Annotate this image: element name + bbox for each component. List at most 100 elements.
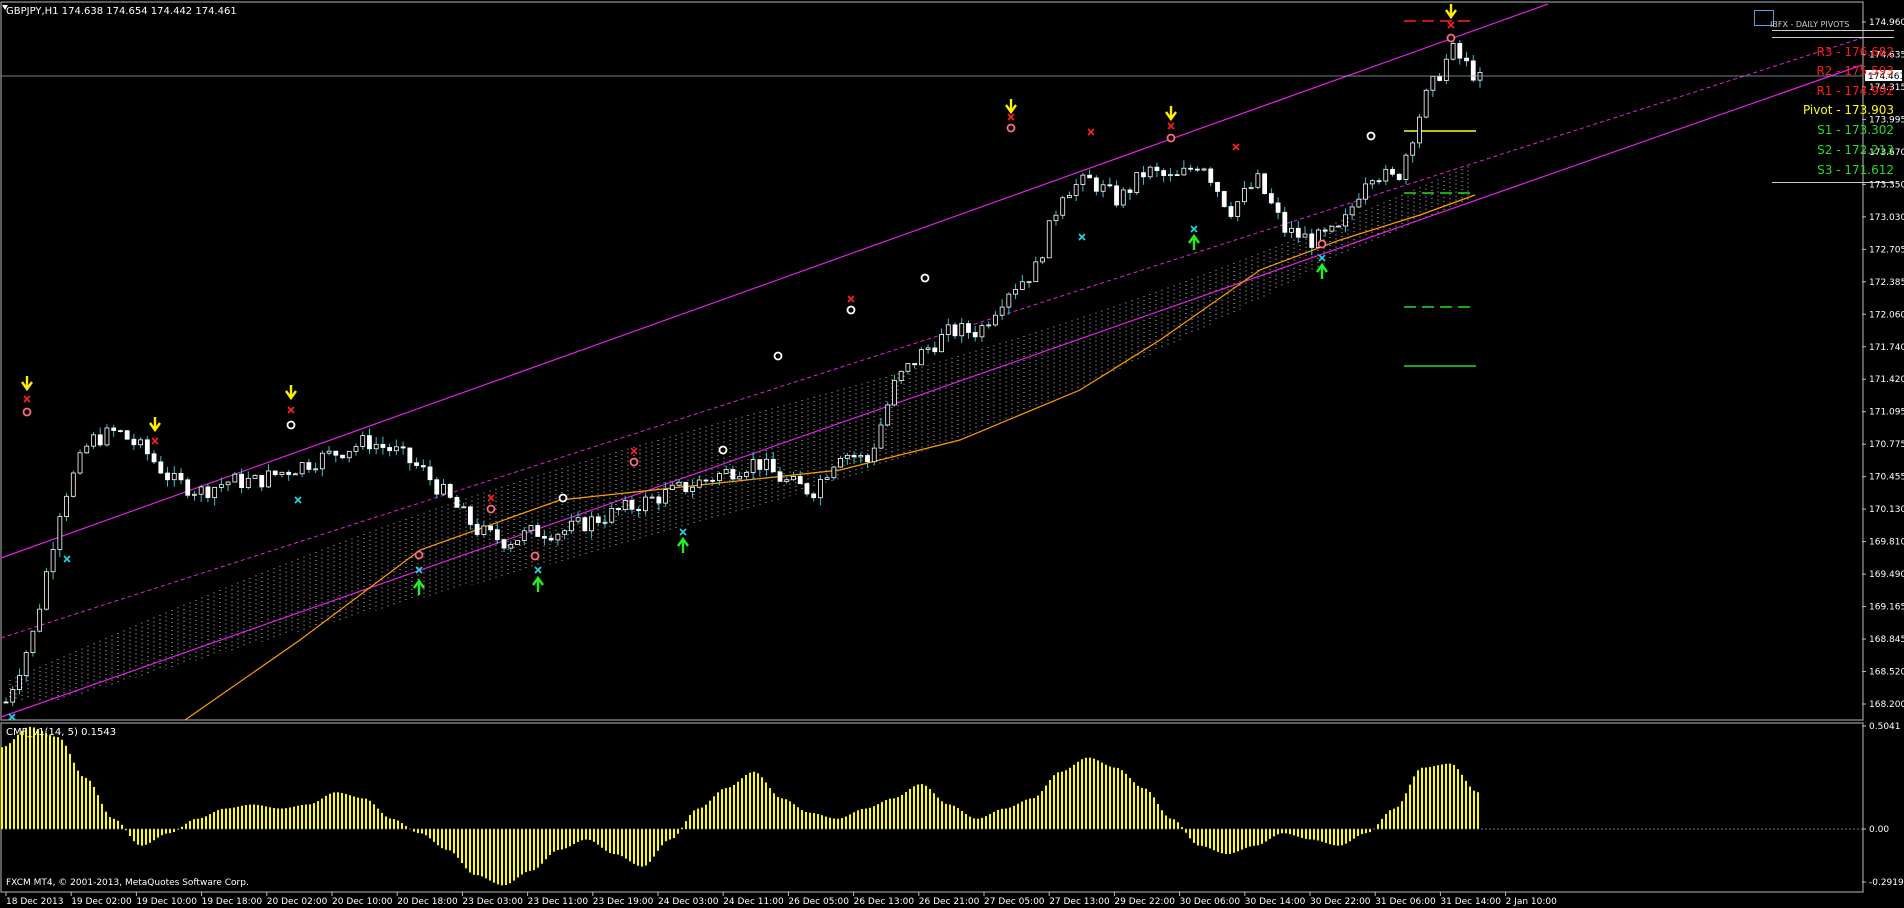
- sell-cross-icon: [487, 494, 495, 502]
- candle-down: [616, 507, 621, 511]
- price-tick-label: 173.670: [1869, 148, 1904, 158]
- pivot-main: Pivot - 173.903: [1802, 103, 1894, 117]
- candle-up: [1134, 172, 1140, 193]
- time-tick-label: 26 Dec 21:00: [919, 897, 980, 907]
- candle-up: [602, 521, 608, 524]
- candle-up: [1450, 43, 1456, 60]
- candle-up: [515, 540, 520, 545]
- candle-up: [1302, 233, 1308, 238]
- candle-down: [710, 479, 716, 482]
- candle-down: [851, 454, 857, 458]
- fractal-circle-icon: [773, 351, 783, 361]
- candle-down: [1262, 173, 1268, 194]
- candle-down: [1188, 167, 1193, 170]
- candle-up: [824, 477, 830, 480]
- candle-down: [97, 434, 103, 446]
- candle-up: [50, 549, 56, 573]
- candle-up: [1417, 116, 1422, 144]
- channel-middle: [0, 37, 1863, 639]
- candle-up: [939, 334, 944, 353]
- cmf-tick-label: 0.5041: [1869, 722, 1901, 732]
- candle-up: [1443, 58, 1449, 81]
- regression-channel: [0, 3, 1863, 718]
- up-arrow-icon: [677, 536, 689, 553]
- down-arrow-icon: [1445, 4, 1457, 20]
- candle-up: [1255, 173, 1261, 188]
- candle-up: [737, 476, 743, 480]
- candle-down: [259, 474, 265, 488]
- candle-down: [1154, 166, 1160, 172]
- candle-up: [218, 484, 224, 488]
- buy-cross-icon: [63, 555, 71, 563]
- candle-down: [1174, 174, 1180, 177]
- pivot-s3: S3 - 171.612: [1817, 163, 1894, 177]
- chart-menu-triangle-icon[interactable]: [2, 5, 8, 10]
- fractal-circle-icon: [286, 420, 296, 430]
- fractal-circle-icon: [920, 273, 930, 283]
- candle-down: [1161, 170, 1167, 176]
- candle-up: [17, 675, 22, 691]
- indicator-label: CMF_v1(14, 5) 0.1543: [6, 727, 116, 738]
- sell-cross-icon: [1087, 128, 1095, 136]
- copyright-text: FXCM MT4, © 2001-2013, MetaQuotes Softwa…: [6, 878, 249, 888]
- candle-down: [124, 430, 130, 440]
- candle-up: [690, 486, 695, 492]
- fractal-circle-icon: [22, 407, 32, 417]
- price-chart-frame[interactable]: [0, 1, 1864, 721]
- candle-up: [838, 457, 843, 468]
- candle-down: [1107, 184, 1113, 187]
- candle-down: [178, 472, 184, 481]
- candle-up: [1410, 142, 1416, 156]
- candle-down: [1322, 229, 1328, 232]
- ibfx-logo-icon: [1754, 10, 1774, 26]
- candle-down: [333, 450, 339, 456]
- candle-up: [925, 347, 931, 350]
- sell-cross-icon: [1167, 122, 1175, 130]
- candle-down: [730, 469, 736, 480]
- time-tick-label: 20 Dec 18:00: [397, 897, 458, 907]
- candle-down: [1309, 233, 1315, 248]
- up-arrow-icon: [413, 578, 425, 595]
- candle-up: [1067, 195, 1072, 199]
- candle-down: [542, 536, 547, 539]
- candle-down: [447, 484, 453, 498]
- time-tick-label: 30 Dec 22:00: [1310, 897, 1371, 907]
- candle-up: [844, 454, 850, 459]
- current-price-tag: [1865, 70, 1902, 81]
- candle-down: [1228, 206, 1234, 217]
- price-tick-label: 174.960: [1869, 18, 1904, 28]
- time-tick-label: 31 Dec 14:00: [1440, 897, 1501, 907]
- price-tick-label: 173.995: [1869, 115, 1904, 125]
- candle-down: [1093, 177, 1099, 192]
- time-tick-label: 23 Dec 19:00: [593, 897, 654, 907]
- candle-up: [91, 434, 96, 447]
- candle-down: [952, 324, 958, 337]
- time-tick-label: 26 Dec 05:00: [788, 897, 849, 907]
- up-arrow-icon: [532, 575, 544, 592]
- candle-up: [1080, 174, 1086, 185]
- time-tick-label: 19 Dec 10:00: [136, 897, 197, 907]
- candle-up: [1040, 257, 1045, 263]
- candle-up: [1053, 214, 1059, 222]
- time-tick-label: 29 Dec 22:00: [1114, 897, 1175, 907]
- indicator-frame[interactable]: [0, 722, 1864, 893]
- fractal-circle-icon: [558, 493, 568, 503]
- candle-up: [353, 446, 359, 452]
- fractal-circle-icon: [1166, 133, 1176, 143]
- candle-up: [723, 469, 729, 474]
- candle-up: [1147, 166, 1153, 178]
- candle-up: [279, 471, 285, 476]
- candle-down: [111, 427, 117, 432]
- candle-down: [1208, 168, 1214, 183]
- candle-up: [393, 446, 399, 452]
- candle-down: [185, 479, 191, 496]
- candle-up: [225, 481, 231, 486]
- candle-up: [481, 525, 487, 535]
- candles: [3, 40, 1483, 707]
- candle-up: [986, 324, 992, 327]
- candle-up: [764, 458, 769, 470]
- price-tick-label: 168.520: [1869, 668, 1904, 678]
- buy-cross-icon: [1318, 254, 1326, 262]
- time-tick-label: 30 Dec 14:00: [1245, 897, 1306, 907]
